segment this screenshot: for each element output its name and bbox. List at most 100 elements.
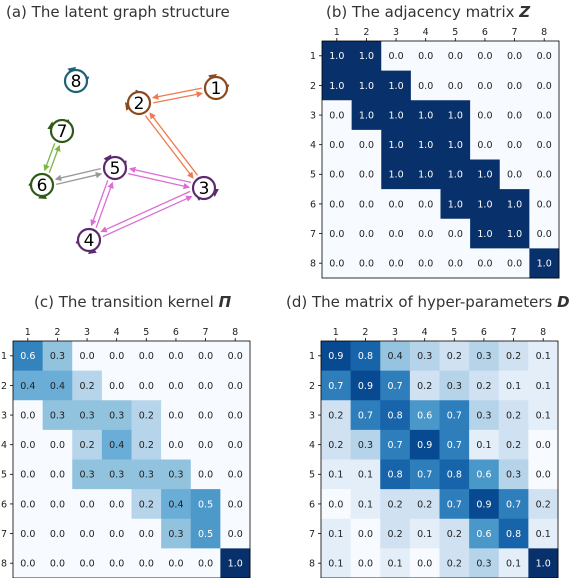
heatmap-cell <box>161 429 192 460</box>
graph-edge-arrow <box>90 180 109 227</box>
y-tick-label: 1 <box>310 51 316 62</box>
graph-node-label: 5 <box>110 159 121 179</box>
heatmap-cell <box>410 129 441 160</box>
cell-value-label: 0.0 <box>109 351 124 362</box>
cell-value-label: 0.0 <box>448 51 463 62</box>
graph-edge-arrow <box>54 168 101 182</box>
heatmap-cell <box>322 218 353 249</box>
cell-value-label: 0.0 <box>20 410 35 421</box>
cell-value-label: 0.9 <box>328 351 343 362</box>
cell-value-label: 0.0 <box>329 259 344 270</box>
graph-node <box>126 90 152 116</box>
heatmap-cell <box>499 189 530 220</box>
cell-value-label: 0.0 <box>507 81 522 92</box>
heatmap-cell <box>409 429 440 460</box>
cell-value-label: 0.0 <box>109 559 124 570</box>
heatmap-cell <box>440 218 471 249</box>
cell-value-label: 0.7 <box>447 499 462 510</box>
heatmap-cell <box>529 159 560 190</box>
y-tick-label: 4 <box>310 140 316 151</box>
panel-b-title-prefix: (b) The adjacency matrix <box>326 3 519 21</box>
cell-value-label: 0.2 <box>476 381 491 392</box>
cell-value-label: 0.2 <box>139 410 154 421</box>
cell-value-label: 0.0 <box>109 529 124 540</box>
x-tick-label: 7 <box>203 327 209 338</box>
heatmap-cell <box>42 459 73 490</box>
cell-value-label: 0.0 <box>228 440 243 451</box>
heatmap-cell <box>380 518 411 549</box>
cell-value-label: 0.0 <box>20 559 35 570</box>
heatmap-cell <box>380 341 411 372</box>
heatmap-cell <box>350 341 381 372</box>
heatmap-cell <box>350 459 381 490</box>
cell-value-label: 0.0 <box>477 140 492 151</box>
cell-value-label: 0.5 <box>198 499 213 510</box>
panel-c-title: (c) The transition kernel Π <box>34 293 232 311</box>
heatmap-cell <box>350 400 381 431</box>
graph-edge-arrow <box>128 166 192 184</box>
graph-node-label: 3 <box>199 179 210 199</box>
graph-edge-arrow <box>100 190 191 233</box>
heatmap-cell <box>321 341 352 372</box>
heatmap-cell <box>101 489 132 520</box>
heatmap-cell <box>499 159 530 190</box>
cell-value-label: 0.0 <box>448 81 463 92</box>
cell-value-label: 0.0 <box>198 470 213 481</box>
heatmap-cell <box>440 70 471 101</box>
heatmap-cell <box>131 400 162 431</box>
cell-value-label: 1.0 <box>477 199 492 210</box>
heatmap-cell <box>381 248 412 279</box>
graph-node-label: 2 <box>134 94 145 114</box>
heatmap-cell <box>131 518 162 549</box>
heatmap-cell <box>322 70 353 101</box>
heatmap-cell <box>498 400 529 431</box>
cell-value-label: 0.0 <box>537 51 552 62</box>
cell-value-label: 1.0 <box>418 140 433 151</box>
cell-value-label: 0.2 <box>447 351 462 362</box>
y-tick-label: 8 <box>309 559 315 570</box>
heatmap-cell <box>13 341 44 372</box>
heatmap-cell <box>190 489 221 520</box>
latent-graph: 1 2 3 4 5 6 7 8 <box>28 66 230 255</box>
heatmap-cell <box>440 248 471 279</box>
y-tick-label: 8 <box>1 559 7 570</box>
cell-value-label: 0.0 <box>418 199 433 210</box>
heatmap-cell <box>410 70 441 101</box>
heatmap-cell <box>190 459 221 490</box>
heatmap-cell <box>351 129 382 160</box>
heatmap-cell <box>72 548 103 578</box>
cell-value-label: 0.2 <box>139 440 154 451</box>
cell-value-label: 1.0 <box>389 170 404 181</box>
cell-value-label: 0.9 <box>358 381 373 392</box>
cell-value-label: 0.0 <box>50 529 65 540</box>
heatmap-cell <box>350 548 381 578</box>
heatmap-cell <box>380 429 411 460</box>
heatmap-cell <box>13 548 44 578</box>
heatmap-cell <box>469 518 500 549</box>
heatmap-cell <box>220 429 251 460</box>
heatmap-cell <box>498 429 529 460</box>
heatmap-cell <box>469 429 500 460</box>
cell-value-label: 0.0 <box>168 410 183 421</box>
cell-value-label: 0.2 <box>447 559 462 570</box>
heatmap-frame <box>12 340 251 578</box>
heatmap-cell <box>410 100 441 131</box>
x-tick-label: 8 <box>540 327 546 338</box>
cell-value-label: 0.0 <box>359 170 374 181</box>
heatmap-cell <box>190 370 221 401</box>
heatmap-cell <box>529 248 560 279</box>
heatmap-cell <box>528 429 559 460</box>
heatmap-cell <box>498 370 529 401</box>
cell-value-label: 0.2 <box>506 410 521 421</box>
cell-value-label: 1.0 <box>359 81 374 92</box>
heatmap-cell <box>381 100 412 131</box>
heatmap-cell <box>131 548 162 578</box>
cell-value-label: 0.1 <box>417 529 432 540</box>
heatmap-cell <box>440 189 471 220</box>
y-tick-label: 3 <box>310 110 316 121</box>
heatmap-cell <box>42 341 73 372</box>
cell-value-label: 0.0 <box>477 51 492 62</box>
graph-edge-arrow <box>56 171 103 185</box>
graph-edge-arrow <box>102 195 193 238</box>
cell-value-label: 0.0 <box>507 51 522 62</box>
